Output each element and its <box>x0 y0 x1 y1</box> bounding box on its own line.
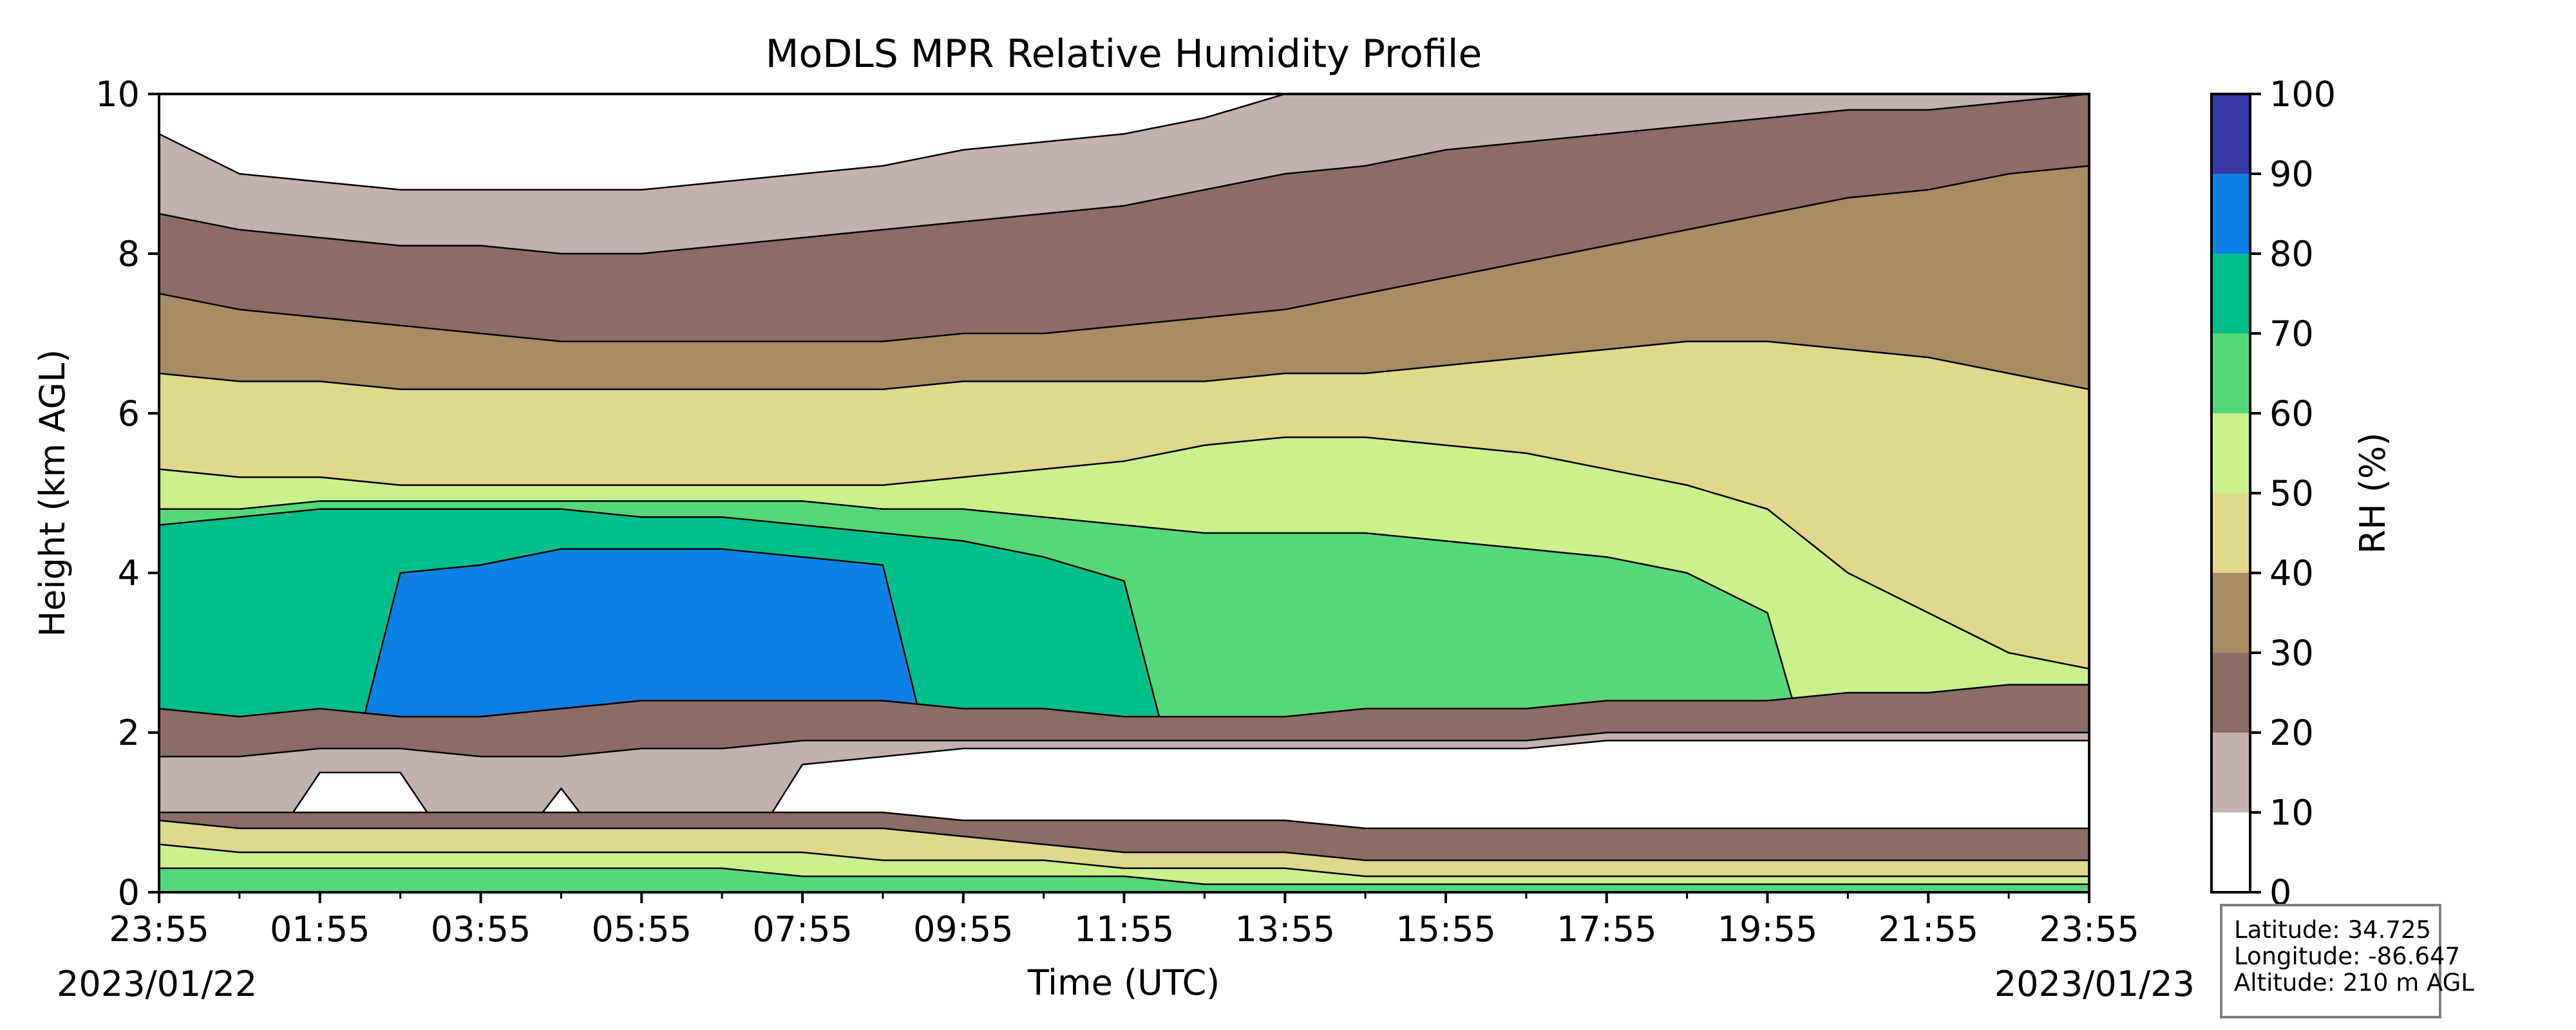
y-tick-label: 6 <box>118 393 140 434</box>
x-tick-label: 13:55 <box>1235 909 1335 950</box>
plot-area <box>159 94 2089 892</box>
x-tick-label: 15:55 <box>1396 909 1496 950</box>
x-tick-label: 03:55 <box>431 909 531 950</box>
y-tick-label: 10 <box>95 74 140 115</box>
x-axis: 23:55 01:55 03:55 05:55 07:55 09:55 11:55 13:55… <box>109 892 2139 950</box>
colorbar-label: RH (%) <box>2353 433 2393 554</box>
y-tick-label: 4 <box>118 553 140 594</box>
y-tick-label: 8 <box>118 234 140 274</box>
colorbar-tick-label: 60 <box>2269 393 2314 434</box>
colorbar-segment <box>2211 733 2250 812</box>
x-tick-label: 01:55 <box>270 909 370 950</box>
colorbar-segment <box>2211 94 2250 174</box>
x-tick-label: 23:55 <box>109 909 209 950</box>
y-tick-label: 0 <box>118 872 140 913</box>
y-axis: 0 2 4 6 8 10 <box>95 74 159 913</box>
x-tick-label: 09:55 <box>913 909 1014 950</box>
end-date-label: 2023/01/23 <box>1994 964 2195 1004</box>
colorbar-tick-label: 40 <box>2269 553 2314 594</box>
colorbar-tick-label: 100 <box>2269 74 2336 115</box>
x-tick-label: 07:55 <box>752 909 853 950</box>
colorbar-tick-label: 10 <box>2269 792 2314 833</box>
x-tick-label: 11:55 <box>1074 909 1175 950</box>
colorbar-segment <box>2211 573 2250 653</box>
altitude-text: Altitude: 210 m AGL <box>2234 969 2474 997</box>
x-tick-label: 17:55 <box>1557 909 1657 950</box>
x-tick-label: 23:55 <box>2039 909 2139 950</box>
boundary-layer-band-6 <box>159 867 2089 892</box>
latitude-text: Latitude: 34.725 <box>2234 916 2431 944</box>
x-tick-label: 05:55 <box>591 909 692 950</box>
colorbar-tick-label: 20 <box>2269 713 2314 753</box>
colorbar-segment <box>2211 493 2250 573</box>
colorbar-tick-label: 50 <box>2269 473 2314 514</box>
colorbar-tick-label: 80 <box>2269 234 2314 274</box>
colorbar-tick-label: 70 <box>2269 314 2314 354</box>
x-tick-label: 21:55 <box>1878 909 1978 950</box>
chart-title: MoDLS MPR Relative Humidity Profile <box>766 32 1482 77</box>
station-info-box: Latitude: 34.725 Longitude: -86.647 Alti… <box>2220 904 2474 1018</box>
colorbar-segment <box>2211 254 2250 333</box>
colorbar-tick-label: 90 <box>2269 154 2314 194</box>
y-tick-label: 2 <box>118 713 140 753</box>
x-axis-label: Time (UTC) <box>1027 962 1220 1003</box>
x-tick-label: 19:55 <box>1718 909 1818 950</box>
colorbar-segment <box>2211 812 2250 892</box>
colorbar-tick-label: 30 <box>2269 633 2314 673</box>
start-date-label: 2023/01/22 <box>57 964 257 1004</box>
y-axis-label: Height (km AGL) <box>32 350 73 637</box>
longitude-text: Longitude: -86.647 <box>2234 942 2461 970</box>
colorbar-segment <box>2211 174 2250 254</box>
colorbar-segment <box>2211 333 2250 413</box>
colorbar-segment <box>2211 653 2250 733</box>
colorbar-segment <box>2211 413 2250 493</box>
